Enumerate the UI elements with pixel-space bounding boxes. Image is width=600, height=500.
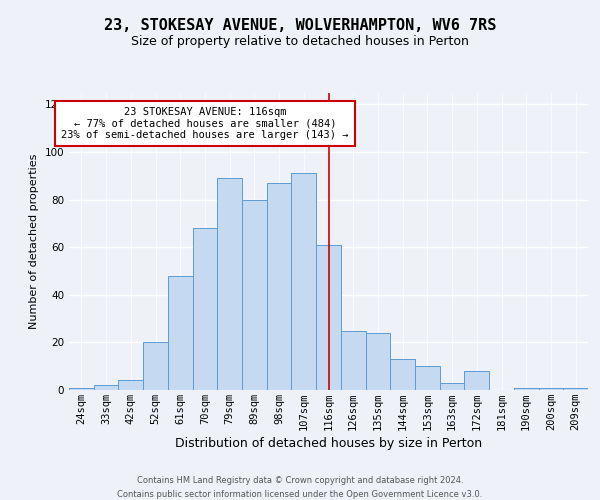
Bar — [193, 228, 217, 390]
Bar — [316, 245, 341, 390]
Y-axis label: Number of detached properties: Number of detached properties — [29, 154, 39, 329]
Bar — [365, 333, 390, 390]
Bar — [69, 388, 94, 390]
Bar — [390, 359, 415, 390]
Text: 23, STOKESAY AVENUE, WOLVERHAMPTON, WV6 7RS: 23, STOKESAY AVENUE, WOLVERHAMPTON, WV6 … — [104, 18, 496, 32]
Text: Contains HM Land Registry data © Crown copyright and database right 2024.: Contains HM Land Registry data © Crown c… — [137, 476, 463, 485]
Text: 23 STOKESAY AVENUE: 116sqm
← 77% of detached houses are smaller (484)
23% of sem: 23 STOKESAY AVENUE: 116sqm ← 77% of deta… — [61, 107, 349, 140]
Bar — [464, 371, 489, 390]
Bar — [118, 380, 143, 390]
Bar — [563, 388, 588, 390]
Bar — [514, 388, 539, 390]
Bar — [143, 342, 168, 390]
Bar — [168, 276, 193, 390]
Bar — [415, 366, 440, 390]
Bar — [341, 330, 365, 390]
Text: Contains public sector information licensed under the Open Government Licence v3: Contains public sector information licen… — [118, 490, 482, 499]
Bar — [242, 200, 267, 390]
Bar — [292, 174, 316, 390]
Bar — [539, 388, 563, 390]
Bar — [94, 385, 118, 390]
X-axis label: Distribution of detached houses by size in Perton: Distribution of detached houses by size … — [175, 437, 482, 450]
Bar — [217, 178, 242, 390]
Bar — [267, 183, 292, 390]
Bar — [440, 383, 464, 390]
Text: Size of property relative to detached houses in Perton: Size of property relative to detached ho… — [131, 35, 469, 48]
